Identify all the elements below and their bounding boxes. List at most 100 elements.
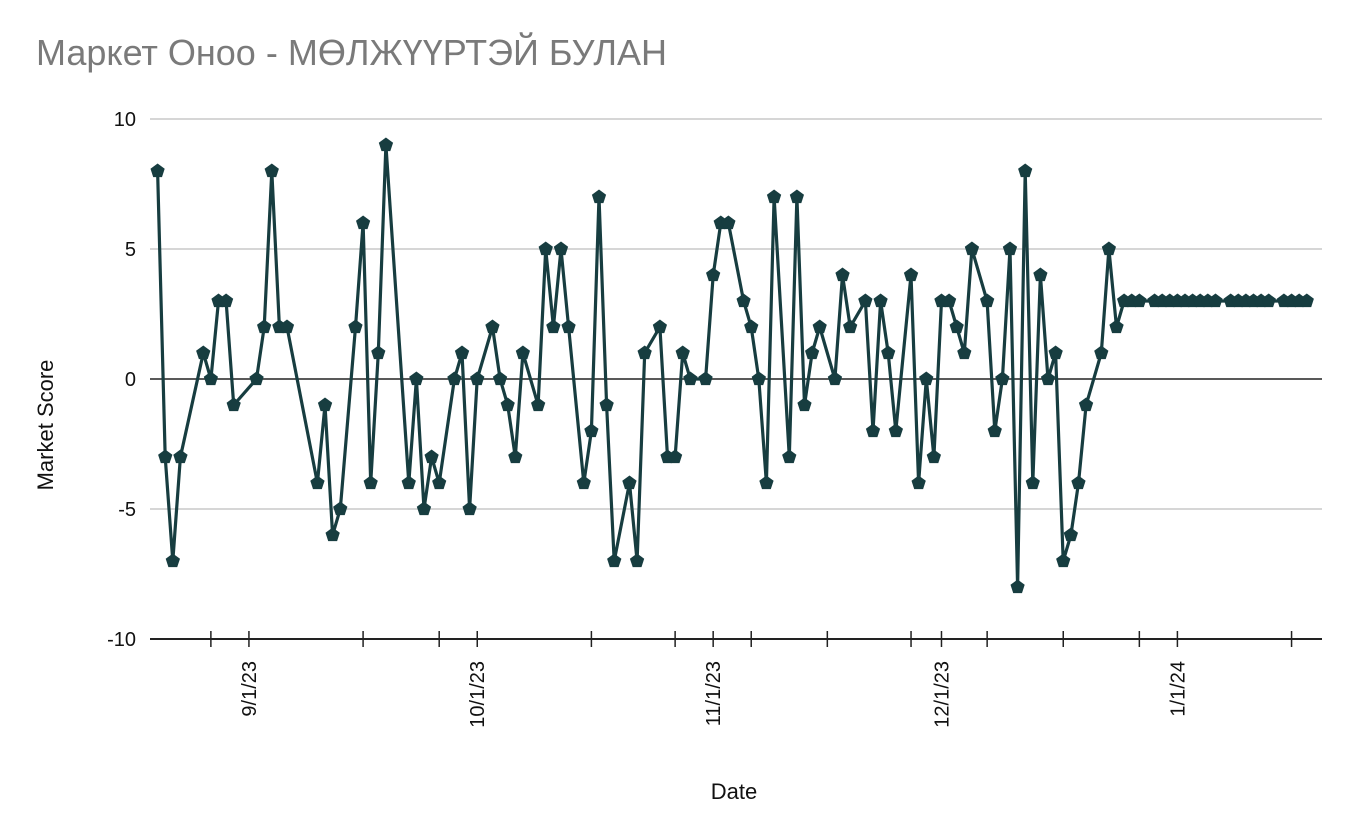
data-point (668, 449, 683, 464)
data-point (759, 475, 774, 490)
data-point (675, 345, 690, 360)
data-point (957, 345, 972, 360)
data-point (409, 371, 424, 386)
data-point (279, 319, 295, 334)
data-point (843, 319, 858, 334)
data-point (1033, 267, 1048, 282)
data-point (721, 215, 736, 230)
data-point (226, 397, 241, 412)
data-point (1048, 345, 1063, 360)
data-point (591, 189, 607, 204)
data-point (173, 449, 188, 464)
series-line (156, 144, 1307, 588)
data-point (1132, 293, 1147, 308)
y-tick-label: 10 (114, 109, 136, 131)
y-tick-label: 0 (125, 369, 136, 391)
data-point (470, 371, 485, 386)
data-point (607, 553, 622, 568)
data-point (546, 319, 561, 334)
data-point (553, 241, 569, 256)
data-point (942, 293, 957, 308)
data-point (706, 267, 721, 282)
data-point (881, 345, 896, 360)
data-point (576, 475, 591, 490)
data-point (561, 319, 576, 334)
data-point (812, 319, 827, 334)
x-tick-label: 11/1/23 (703, 661, 725, 726)
data-point (858, 293, 873, 308)
data-point (1040, 371, 1056, 386)
y-tick-label: 5 (125, 239, 136, 261)
data-point (782, 449, 797, 464)
data-point (827, 371, 843, 386)
data-point (325, 527, 340, 542)
data-point (888, 423, 903, 438)
data-point (150, 163, 165, 178)
data-point (203, 371, 218, 386)
data-point (264, 163, 279, 178)
data-point (1063, 527, 1078, 542)
chart-title: Маркет Оноо - МӨЛЖҮҮРТЭЙ БУЛАН (36, 32, 667, 73)
data-point (926, 449, 941, 464)
data-point (1094, 345, 1109, 360)
data-point (432, 475, 447, 490)
data-point (508, 449, 523, 464)
data-point (219, 293, 234, 308)
data-point (987, 423, 1002, 438)
data-point (629, 553, 645, 568)
data-point (1056, 553, 1071, 568)
x-tick-label: 9/1/23 (239, 661, 261, 717)
data-point (538, 241, 553, 256)
data-point (1018, 163, 1033, 178)
data-point (637, 345, 652, 360)
data-point (348, 319, 363, 334)
data-point (736, 293, 751, 308)
data-point (652, 319, 667, 334)
data-point (1071, 475, 1086, 490)
data-point (903, 267, 919, 282)
series-layer (150, 137, 1314, 594)
data-point (744, 319, 759, 334)
data-point (1002, 241, 1018, 256)
labels: Date Market Score 10 5 0 -5 -10 9/1/23 10/1/23… (33, 109, 1189, 804)
data-point (454, 345, 470, 360)
data-point (447, 371, 462, 386)
data-point (698, 371, 713, 386)
data-point (1025, 475, 1040, 490)
y-axis-title: Market Score (33, 360, 58, 491)
data-point (995, 371, 1010, 386)
data-point (805, 345, 820, 360)
data-point (416, 501, 432, 516)
x-tick-label: 1/1/24 (1167, 661, 1189, 717)
data-point (873, 293, 888, 308)
data-point (401, 475, 416, 490)
data-point (622, 475, 637, 490)
data-point (485, 319, 500, 334)
grid-lines (150, 118, 1322, 510)
data-point (500, 397, 515, 412)
data-point (1109, 319, 1124, 334)
data-point (949, 319, 964, 334)
data-point (462, 501, 477, 516)
data-point (766, 189, 782, 204)
data-point (980, 293, 995, 308)
y-tick-label: -10 (107, 629, 136, 651)
data-point (378, 137, 394, 152)
data-point (165, 553, 180, 568)
data-point (317, 397, 333, 412)
data-point (310, 475, 325, 490)
data-point (424, 449, 439, 464)
data-point (158, 449, 173, 464)
data-point (371, 345, 386, 360)
data-point (599, 397, 614, 412)
data-point (797, 397, 812, 412)
data-point (835, 267, 850, 282)
x-tick-label: 12/1/23 (931, 661, 953, 728)
data-point (1299, 293, 1314, 308)
data-point (257, 319, 272, 334)
data-point (1078, 397, 1094, 412)
data-point (789, 189, 804, 204)
axes (150, 631, 1322, 647)
data-point (1101, 241, 1116, 256)
